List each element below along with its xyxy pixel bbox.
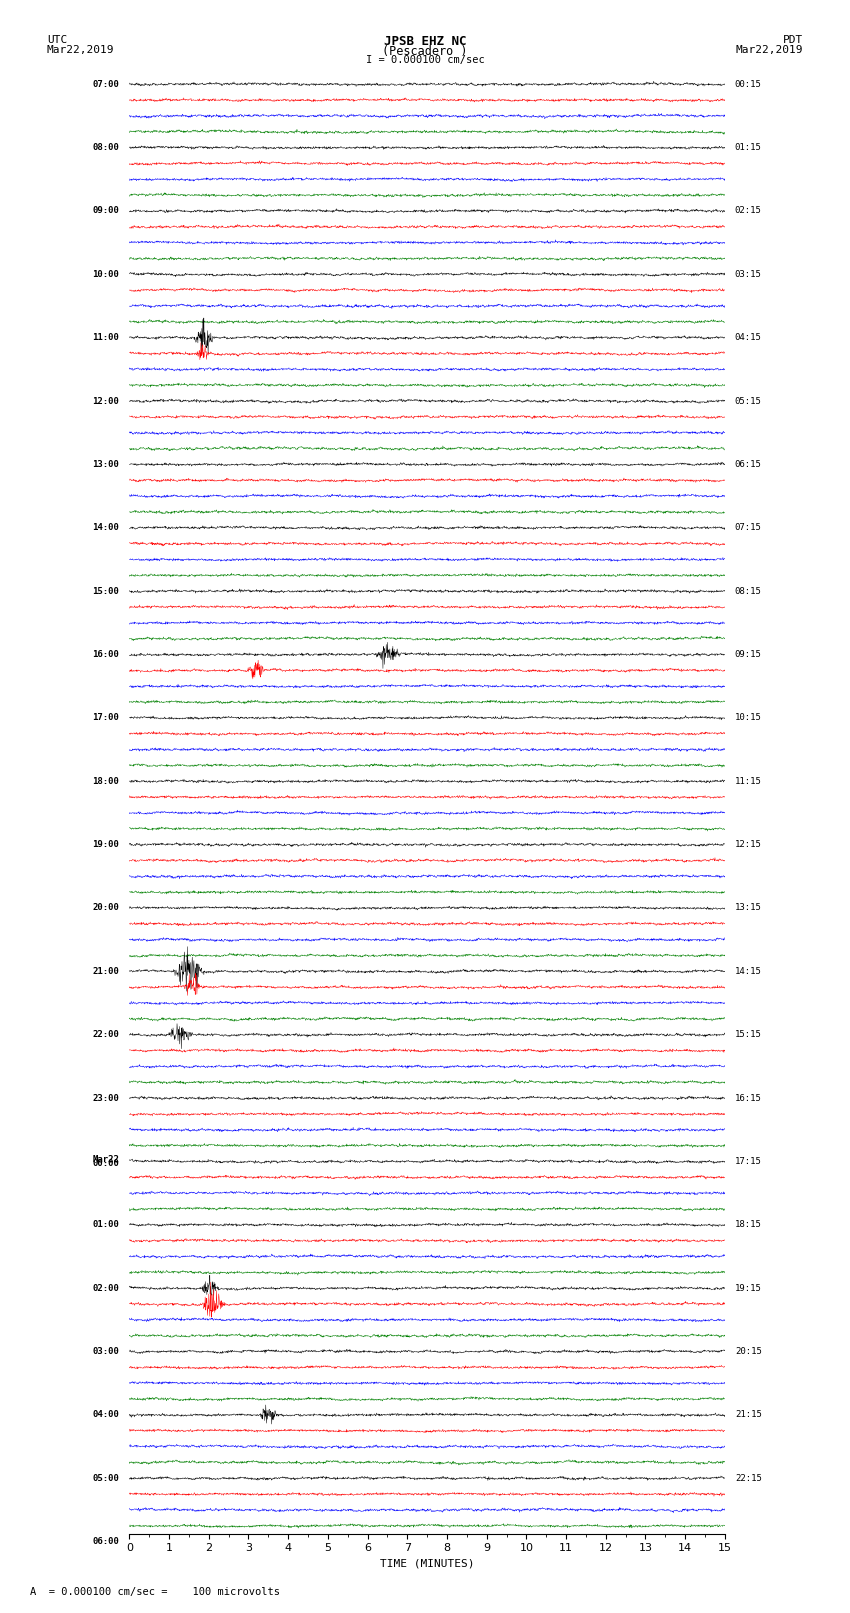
Text: 15:15: 15:15 xyxy=(734,1031,762,1039)
Text: 12:15: 12:15 xyxy=(734,840,762,848)
Text: JPSB EHZ NC: JPSB EHZ NC xyxy=(383,35,467,48)
Text: 04:00: 04:00 xyxy=(93,1410,120,1419)
Text: 16:00: 16:00 xyxy=(93,650,120,660)
Text: 07:15: 07:15 xyxy=(734,523,762,532)
X-axis label: TIME (MINUTES): TIME (MINUTES) xyxy=(380,1560,474,1569)
Text: Mar22: Mar22 xyxy=(93,1155,120,1163)
Text: 17:00: 17:00 xyxy=(93,713,120,723)
Text: 20:00: 20:00 xyxy=(93,903,120,913)
Text: 05:15: 05:15 xyxy=(734,397,762,405)
Text: 06:15: 06:15 xyxy=(734,460,762,469)
Text: 10:15: 10:15 xyxy=(734,713,762,723)
Text: PDT: PDT xyxy=(783,35,803,45)
Text: 21:15: 21:15 xyxy=(734,1410,762,1419)
Text: 16:15: 16:15 xyxy=(734,1094,762,1103)
Text: 14:15: 14:15 xyxy=(734,966,762,976)
Text: Mar22,2019: Mar22,2019 xyxy=(736,45,803,55)
Text: 09:15: 09:15 xyxy=(734,650,762,660)
Text: 05:00: 05:00 xyxy=(93,1474,120,1482)
Text: 07:00: 07:00 xyxy=(93,79,120,89)
Text: 01:15: 01:15 xyxy=(734,144,762,152)
Text: 20:15: 20:15 xyxy=(734,1347,762,1357)
Text: 08:00: 08:00 xyxy=(93,144,120,152)
Text: 03:15: 03:15 xyxy=(734,269,762,279)
Text: 04:15: 04:15 xyxy=(734,334,762,342)
Text: 00:15: 00:15 xyxy=(734,79,762,89)
Text: 21:00: 21:00 xyxy=(93,966,120,976)
Text: 12:00: 12:00 xyxy=(93,397,120,405)
Text: 15:00: 15:00 xyxy=(93,587,120,595)
Text: Mar22,2019: Mar22,2019 xyxy=(47,45,114,55)
Text: 14:00: 14:00 xyxy=(93,523,120,532)
Text: 17:15: 17:15 xyxy=(734,1157,762,1166)
Text: 18:00: 18:00 xyxy=(93,777,120,786)
Text: 22:15: 22:15 xyxy=(734,1474,762,1482)
Text: 22:00: 22:00 xyxy=(93,1031,120,1039)
Text: 02:15: 02:15 xyxy=(734,206,762,216)
Text: 13:15: 13:15 xyxy=(734,903,762,913)
Text: 02:00: 02:00 xyxy=(93,1284,120,1292)
Text: 01:00: 01:00 xyxy=(93,1221,120,1229)
Text: I = 0.000100 cm/sec: I = 0.000100 cm/sec xyxy=(366,55,484,65)
Text: 10:00: 10:00 xyxy=(93,269,120,279)
Text: 11:00: 11:00 xyxy=(93,334,120,342)
Text: 19:00: 19:00 xyxy=(93,840,120,848)
Text: 18:15: 18:15 xyxy=(734,1221,762,1229)
Text: 19:15: 19:15 xyxy=(734,1284,762,1292)
Text: 23:00: 23:00 xyxy=(93,1094,120,1103)
Text: 03:00: 03:00 xyxy=(93,1347,120,1357)
Text: 06:00: 06:00 xyxy=(93,1537,120,1547)
Text: 09:00: 09:00 xyxy=(93,206,120,216)
Text: 11:15: 11:15 xyxy=(734,777,762,786)
Text: 08:15: 08:15 xyxy=(734,587,762,595)
Text: (Pescadero ): (Pescadero ) xyxy=(382,45,468,58)
Text: 00:00: 00:00 xyxy=(93,1160,120,1168)
Text: 13:00: 13:00 xyxy=(93,460,120,469)
Text: UTC: UTC xyxy=(47,35,67,45)
Text: A  = 0.000100 cm/sec =    100 microvolts: A = 0.000100 cm/sec = 100 microvolts xyxy=(30,1587,280,1597)
